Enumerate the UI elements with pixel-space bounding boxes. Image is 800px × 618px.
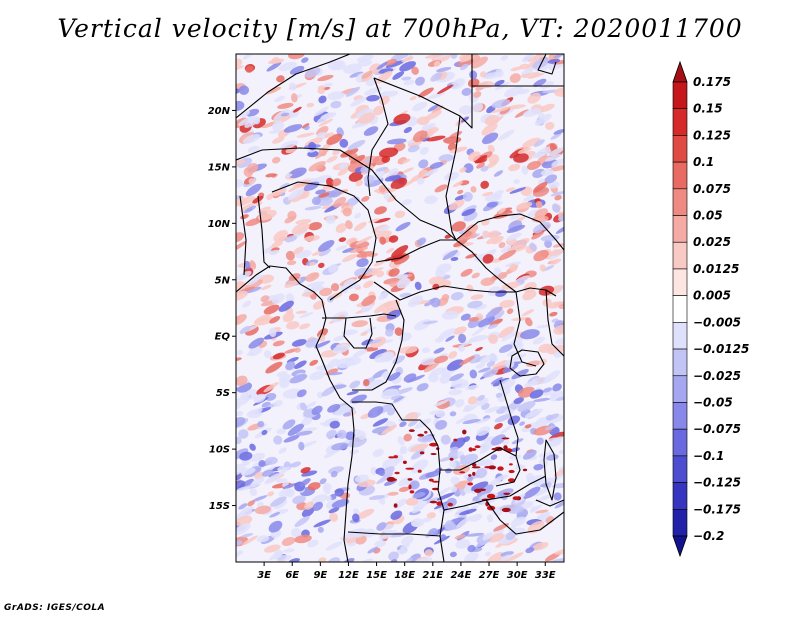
colorbar-label: −0.025 xyxy=(693,369,741,383)
colorbar-label: −0.1 xyxy=(693,449,724,463)
lon-tick-label: 9E xyxy=(313,570,327,581)
border-angola-namibia xyxy=(347,509,445,537)
lon-tick-label: 18E xyxy=(394,570,415,581)
border-chad xyxy=(371,169,457,241)
border-lake-malawi xyxy=(543,439,557,501)
border-nigeria xyxy=(271,181,377,301)
border-congo xyxy=(352,299,405,391)
lon-tick-label: 33E xyxy=(535,570,556,581)
lat-tick-label: 5N xyxy=(215,275,231,286)
colorbar-swatch xyxy=(672,322,688,350)
lon-tick-label: 24E xyxy=(451,570,472,581)
border-drc-zambia xyxy=(440,447,521,487)
colorbar-swatch xyxy=(672,428,688,457)
colorbar-label: 0.025 xyxy=(693,235,731,249)
lat-tick-label: EQ xyxy=(215,332,231,343)
colorbar-swatch xyxy=(672,455,688,483)
lat-tick-label: 15S xyxy=(209,501,230,512)
border-benin xyxy=(257,195,271,269)
border-south-sudan xyxy=(455,213,564,251)
border-north-b xyxy=(367,77,389,197)
lon-tick-label: 21E xyxy=(422,570,443,581)
colorbar-label: 0.0125 xyxy=(693,262,739,276)
lon-tick-label: 12E xyxy=(338,570,359,581)
lon-tick-label: 3E xyxy=(257,570,271,581)
colorbar-swatch xyxy=(672,508,688,537)
border-drc-angola xyxy=(352,401,445,511)
lon-tick-label: 30E xyxy=(507,570,528,581)
colorbar-label: −0.125 xyxy=(693,476,741,490)
colorbar-swatch xyxy=(672,161,688,190)
border-ss-east xyxy=(515,287,557,297)
colorbar-label: −0.2 xyxy=(693,529,724,543)
border-gabon xyxy=(343,317,373,349)
border-zambia-south xyxy=(443,475,547,511)
colorbar-swatch xyxy=(672,108,688,136)
lat-tick-label: 10N xyxy=(208,219,231,230)
border-lake-victoria xyxy=(509,349,545,377)
border-mozambique xyxy=(535,499,564,507)
colorbar-swatch xyxy=(672,402,688,430)
colorbar-label: −0.05 xyxy=(693,395,733,409)
velocity-field xyxy=(236,54,564,562)
border-north-a xyxy=(236,54,351,119)
lon-tick-label: 27E xyxy=(479,570,500,581)
colorbar-swatch xyxy=(672,348,688,377)
coastline-west xyxy=(236,265,355,562)
colorbar-label: 0.125 xyxy=(693,128,731,142)
colorbar-label: −0.0125 xyxy=(693,342,749,356)
colorbar-swatch xyxy=(672,81,688,110)
border-tanganyika xyxy=(499,379,519,457)
border-kenya xyxy=(545,289,564,357)
coast-east xyxy=(537,54,557,75)
lat-tick-label: 5S xyxy=(216,388,230,399)
border-mali-niger xyxy=(236,147,373,171)
colorbar-label: 0.005 xyxy=(693,289,731,303)
grads-credit: GrADS: IGES/COLA xyxy=(4,603,106,613)
colorbar-swatch xyxy=(672,295,688,323)
colorbar-label: −0.075 xyxy=(693,422,741,436)
lat-tick-label: 15N xyxy=(208,162,231,173)
colorbar-max-arrow xyxy=(672,60,688,83)
lon-tick-label: 6E xyxy=(285,570,299,581)
colorbar-label: 0.15 xyxy=(693,102,723,116)
map-axes: 20N 15N 10N 5N EQ 5S 10S 15S 3E 6E 9E 12E 15E 18E 21E 2… xyxy=(208,106,556,581)
colorbar-label: 0.1 xyxy=(693,155,714,169)
colorbar-swatch xyxy=(672,135,688,163)
colorbar-swatch xyxy=(672,482,688,510)
colorbar-label: −0.175 xyxy=(693,502,741,516)
colorbar-swatch xyxy=(672,241,688,270)
border-botswana xyxy=(439,535,445,562)
border-uganda xyxy=(513,291,537,367)
plot-frame xyxy=(235,53,565,563)
border-ghana xyxy=(239,195,247,276)
colorbar-swatch xyxy=(672,215,688,243)
border-zimbabwe xyxy=(485,499,564,535)
colorbar-swatch xyxy=(672,188,688,216)
country-borders xyxy=(236,54,564,562)
map-title: Vertical velocity [m/s] at 700hPa, VT: 2… xyxy=(57,14,743,43)
colorbar-label: −0.005 xyxy=(693,315,741,329)
colorbar-label: 0.075 xyxy=(693,182,731,196)
border-cameroon-gabon xyxy=(322,313,397,319)
lon-tick-label: 15E xyxy=(366,570,387,581)
colorbar-swatch xyxy=(672,375,688,403)
colorbar-label: 0.05 xyxy=(693,209,723,223)
border-chad-sudan xyxy=(445,115,461,241)
lat-tick-label: 20N xyxy=(208,106,231,117)
colorbar-swatch xyxy=(672,268,688,296)
colorbar-label: 0.175 xyxy=(693,75,731,89)
colorbar-min-arrow xyxy=(672,535,688,558)
border-car-south xyxy=(373,281,516,301)
lat-tick-label: 10S xyxy=(209,445,230,456)
colorbar: 0.175 0.15 0.125 0.1 0.075 0.05 0.025 0.0125 0.0… xyxy=(672,60,749,558)
